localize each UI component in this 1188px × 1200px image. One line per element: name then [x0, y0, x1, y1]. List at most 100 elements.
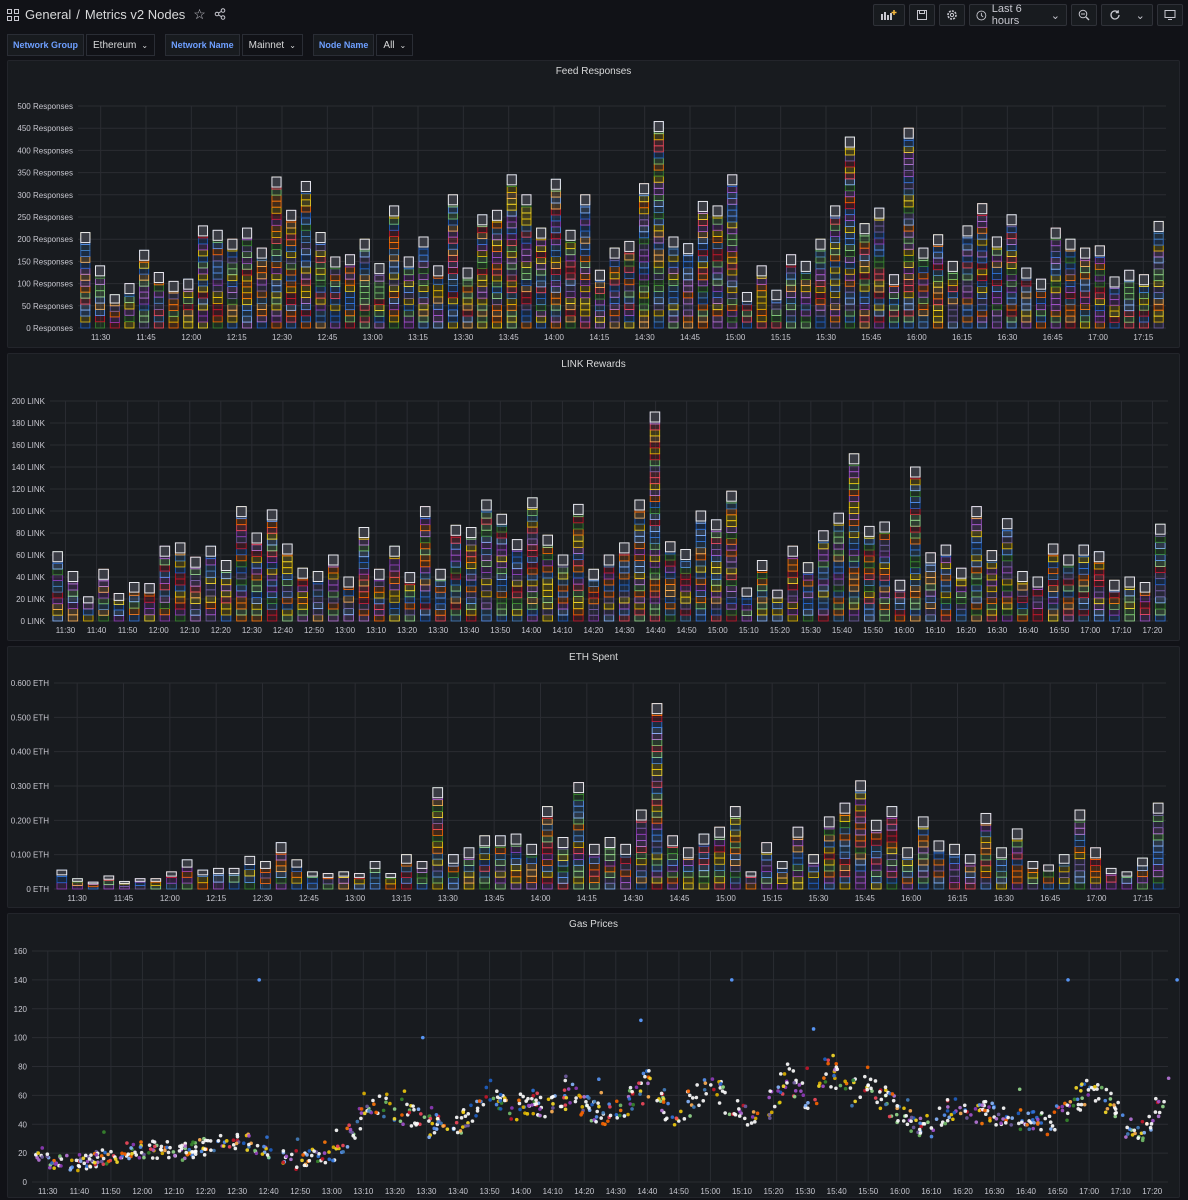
tv-mode-button[interactable]: [1157, 4, 1183, 26]
stacked-bar[interactable]: [166, 871, 177, 890]
stacked-bar[interactable]: [435, 568, 446, 622]
stacked-bar[interactable]: [266, 509, 278, 622]
stacked-bar[interactable]: [1124, 576, 1135, 622]
stacked-bar[interactable]: [328, 554, 339, 622]
stacked-bar[interactable]: [830, 205, 841, 329]
settings-button[interactable]: [939, 4, 965, 26]
stacked-bar[interactable]: [729, 806, 741, 890]
stacked-bar[interactable]: [401, 854, 412, 890]
stacked-bar[interactable]: [450, 524, 462, 622]
stacked-bar[interactable]: [971, 506, 982, 622]
stacked-bar[interactable]: [465, 527, 477, 622]
stacked-bar[interactable]: [286, 209, 297, 329]
stacked-bar[interactable]: [682, 847, 694, 890]
stacked-bar[interactable]: [1137, 857, 1148, 890]
stacked-bar[interactable]: [1047, 543, 1059, 622]
panel-feed-responses[interactable]: Feed Responses 0 Responses 50 Responses 10…: [7, 60, 1180, 348]
stacked-bar[interactable]: [358, 527, 370, 622]
stacked-bar[interactable]: [212, 229, 223, 329]
stacked-bar[interactable]: [940, 544, 952, 622]
stacked-bar[interactable]: [918, 247, 929, 329]
save-dashboard-button[interactable]: [909, 4, 935, 26]
stacked-bar[interactable]: [604, 837, 616, 890]
stacked-bar[interactable]: [432, 787, 444, 890]
stacked-bar[interactable]: [1063, 554, 1074, 622]
stacked-bar[interactable]: [1078, 544, 1090, 622]
stacked-bar[interactable]: [879, 521, 890, 622]
refresh-interval-chevron-icon[interactable]: ⌄: [1135, 9, 1145, 22]
stacked-bar[interactable]: [609, 247, 620, 329]
stacked-bar[interactable]: [653, 121, 664, 329]
stacked-bar[interactable]: [213, 867, 224, 890]
stacked-bar[interactable]: [786, 254, 797, 329]
stacked-bar[interactable]: [153, 272, 164, 329]
stacked-bar[interactable]: [833, 512, 844, 622]
stacked-bar[interactable]: [448, 854, 459, 890]
stacked-bar[interactable]: [565, 229, 576, 329]
stacked-bar[interactable]: [1155, 523, 1166, 622]
stacked-bar[interactable]: [902, 847, 913, 890]
stacked-bar[interactable]: [1094, 245, 1105, 329]
star-icon[interactable]: ☆: [193, 6, 206, 22]
stacked-bar[interactable]: [479, 835, 491, 890]
stacked-bar[interactable]: [1090, 847, 1101, 890]
stacked-bar[interactable]: [619, 542, 630, 622]
stacked-bar[interactable]: [933, 840, 945, 890]
stacked-bar[interactable]: [374, 263, 385, 329]
stacked-bar[interactable]: [220, 560, 232, 622]
stacked-bar[interactable]: [338, 871, 350, 890]
stacked-bar[interactable]: [128, 582, 140, 622]
stacked-bar[interactable]: [174, 542, 186, 622]
stacked-bar[interactable]: [698, 833, 710, 890]
stacked-bar[interactable]: [275, 842, 287, 890]
scatter-points[interactable]: [33, 978, 1179, 1173]
stacked-bar[interactable]: [573, 503, 584, 622]
stacked-bar[interactable]: [315, 232, 326, 329]
stacked-bar[interactable]: [124, 283, 135, 329]
stacked-bar[interactable]: [144, 583, 155, 622]
stacked-bar[interactable]: [1043, 864, 1054, 890]
stacked-bar[interactable]: [588, 843, 600, 890]
stacked-bar[interactable]: [1109, 579, 1120, 622]
stacked-bar[interactable]: [848, 453, 860, 622]
panel-eth-spent[interactable]: ETH Spent 0 ETH 0.100 ETH 0.200 ETH 0.300 E…: [7, 646, 1180, 908]
stacked-bar[interactable]: [925, 552, 936, 622]
stacked-bar[interactable]: [374, 568, 385, 622]
stacked-bar[interactable]: [87, 881, 99, 890]
stacked-bar[interactable]: [419, 506, 431, 622]
stacked-bar[interactable]: [888, 274, 900, 329]
stacked-bar[interactable]: [491, 209, 503, 329]
stacked-bar[interactable]: [1124, 269, 1135, 329]
stacked-bar[interactable]: [588, 568, 599, 622]
stacked-bar[interactable]: [903, 127, 914, 329]
stacked-bar[interactable]: [818, 530, 829, 622]
add-panel-button[interactable]: [873, 4, 905, 26]
stacked-bar[interactable]: [839, 802, 851, 890]
dashboard-title[interactable]: Metrics v2 Nodes: [84, 7, 186, 22]
stacked-bar[interactable]: [403, 256, 414, 329]
stacked-bar[interactable]: [521, 194, 532, 329]
stacked-bar[interactable]: [573, 782, 585, 890]
stacked-bar[interactable]: [134, 878, 146, 890]
stacked-bar[interactable]: [139, 249, 150, 329]
stacked-bar[interactable]: [697, 200, 708, 329]
stacked-bar[interactable]: [183, 278, 194, 329]
stacked-bar[interactable]: [977, 203, 988, 329]
stacked-bar[interactable]: [1065, 238, 1076, 329]
stacked-bar[interactable]: [1011, 828, 1023, 890]
stacked-bar[interactable]: [197, 225, 209, 329]
stacked-bar[interactable]: [917, 816, 929, 890]
stacked-bar[interactable]: [712, 205, 723, 329]
stacked-bar[interactable]: [726, 490, 737, 622]
stacked-bar[interactable]: [1035, 278, 1047, 329]
stacked-bar[interactable]: [418, 236, 429, 329]
stacked-bar[interactable]: [271, 176, 282, 329]
stacked-bar[interactable]: [787, 545, 799, 622]
stacked-bar[interactable]: [307, 871, 318, 890]
panel-link-rewards[interactable]: LINK Rewards 0 LINK 20 LINK 40 LINK 60 LINK…: [7, 353, 1180, 641]
stacked-bar[interactable]: [244, 855, 256, 890]
stacked-bar[interactable]: [634, 499, 645, 622]
stacked-bar[interactable]: [962, 225, 973, 329]
stacked-bar[interactable]: [620, 843, 632, 890]
